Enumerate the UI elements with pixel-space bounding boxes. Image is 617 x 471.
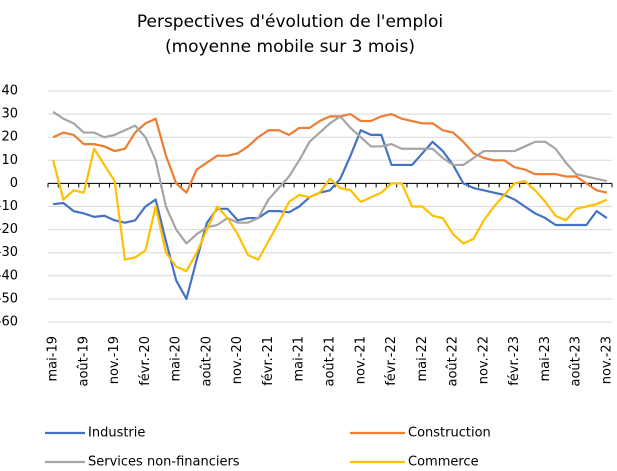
x-tick-label: mai-21 bbox=[292, 336, 307, 381]
x-tick-label: nov.-21 bbox=[353, 336, 368, 384]
y-tick-label: -50 bbox=[0, 291, 18, 306]
x-tick-label: nov.-20 bbox=[230, 336, 245, 384]
x-tick-label: nov.-23 bbox=[599, 336, 614, 384]
legend-label: Industrie bbox=[88, 426, 145, 441]
y-tick-label: 30 bbox=[1, 107, 18, 122]
x-tick-label: févr.-20 bbox=[138, 336, 153, 386]
x-tick-label: août-20 bbox=[199, 336, 214, 387]
series-line bbox=[53, 129, 608, 300]
x-tick-label: févr.-22 bbox=[384, 336, 399, 386]
x-tick-label: août-21 bbox=[323, 336, 338, 387]
series-line bbox=[52, 113, 608, 194]
x-tick-label: mai-22 bbox=[415, 336, 430, 381]
x-tick-label: nov.-22 bbox=[476, 336, 491, 384]
x-tick-label: mai-20 bbox=[169, 336, 184, 381]
y-tick-label: 20 bbox=[1, 130, 18, 145]
y-tick-label: 40 bbox=[1, 84, 18, 99]
x-tick-label: mai-23 bbox=[538, 336, 553, 381]
x-tick-label: août-19 bbox=[76, 336, 91, 387]
legend-label: Services non-financiers bbox=[88, 455, 240, 470]
x-tick-label: août-22 bbox=[446, 336, 461, 387]
y-tick-label: -20 bbox=[0, 222, 18, 237]
series-line bbox=[52, 147, 608, 273]
x-tick-label: nov.-19 bbox=[107, 336, 122, 384]
chart-subtitle: (moyenne mobile sur 3 mois) bbox=[165, 37, 415, 57]
x-tick-label: févr.-23 bbox=[507, 336, 522, 386]
legend-label: Construction bbox=[408, 426, 491, 441]
y-tick-label: -60 bbox=[0, 315, 18, 330]
legend-label: Commerce bbox=[408, 455, 479, 470]
x-tick-label: août-23 bbox=[569, 336, 584, 387]
y-tick-label: -30 bbox=[0, 245, 18, 260]
y-tick-label: 10 bbox=[1, 153, 18, 168]
chart-title: Perspectives d'évolution de l'emploi bbox=[137, 12, 443, 32]
y-tick-label: 0 bbox=[10, 176, 18, 191]
x-tick-label: mai-19 bbox=[46, 336, 61, 381]
x-tick-label: févr.-21 bbox=[261, 336, 276, 386]
series-line bbox=[52, 110, 608, 245]
y-tick-label: -40 bbox=[0, 268, 18, 283]
y-tick-label: -10 bbox=[0, 199, 18, 214]
